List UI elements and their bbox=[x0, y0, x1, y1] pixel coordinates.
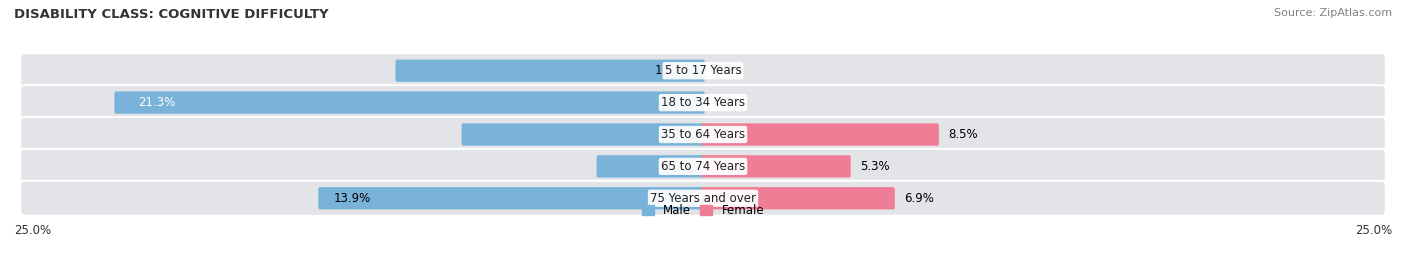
Legend: Male, Female: Male, Female bbox=[637, 199, 769, 222]
Text: 21.3%: 21.3% bbox=[138, 96, 176, 109]
FancyBboxPatch shape bbox=[20, 53, 1386, 88]
FancyBboxPatch shape bbox=[114, 91, 704, 114]
Text: Source: ZipAtlas.com: Source: ZipAtlas.com bbox=[1274, 8, 1392, 18]
FancyBboxPatch shape bbox=[596, 155, 704, 178]
Text: 35 to 64 Years: 35 to 64 Years bbox=[661, 128, 745, 141]
FancyBboxPatch shape bbox=[461, 123, 704, 146]
Text: 11.1%: 11.1% bbox=[655, 64, 692, 77]
Text: 8.5%: 8.5% bbox=[948, 128, 979, 141]
Text: 5.3%: 5.3% bbox=[860, 160, 890, 173]
FancyBboxPatch shape bbox=[20, 149, 1386, 184]
FancyBboxPatch shape bbox=[20, 85, 1386, 120]
FancyBboxPatch shape bbox=[395, 59, 704, 82]
Text: 25.0%: 25.0% bbox=[14, 224, 51, 238]
FancyBboxPatch shape bbox=[20, 181, 1386, 216]
Text: 8.7%: 8.7% bbox=[662, 128, 692, 141]
Text: 18 to 34 Years: 18 to 34 Years bbox=[661, 96, 745, 109]
FancyBboxPatch shape bbox=[20, 117, 1386, 152]
FancyBboxPatch shape bbox=[702, 123, 939, 146]
Text: DISABILITY CLASS: COGNITIVE DIFFICULTY: DISABILITY CLASS: COGNITIVE DIFFICULTY bbox=[14, 8, 329, 21]
FancyBboxPatch shape bbox=[702, 187, 894, 210]
FancyBboxPatch shape bbox=[702, 155, 851, 178]
FancyBboxPatch shape bbox=[318, 187, 704, 210]
Text: 75 Years and over: 75 Years and over bbox=[650, 192, 756, 205]
Text: 5 to 17 Years: 5 to 17 Years bbox=[665, 64, 741, 77]
Text: 13.9%: 13.9% bbox=[333, 192, 371, 205]
Text: 25.0%: 25.0% bbox=[1355, 224, 1392, 238]
Text: 0.0%: 0.0% bbox=[714, 64, 744, 77]
Text: 65 to 74 Years: 65 to 74 Years bbox=[661, 160, 745, 173]
Text: 0.0%: 0.0% bbox=[714, 96, 744, 109]
Text: 3.8%: 3.8% bbox=[662, 160, 692, 173]
Text: 6.9%: 6.9% bbox=[904, 192, 934, 205]
